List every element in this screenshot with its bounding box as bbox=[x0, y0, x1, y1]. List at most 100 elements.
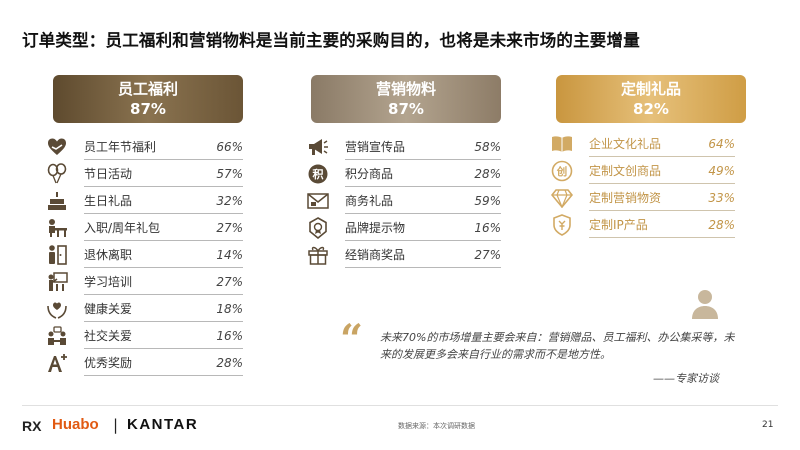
list-item: 学习培训 27% bbox=[44, 268, 243, 295]
header-custom-gifts: 定制礼品 82% bbox=[556, 75, 746, 123]
expert-avatar-icon bbox=[690, 288, 720, 320]
item-value: 33% bbox=[708, 190, 735, 205]
divider bbox=[84, 294, 243, 295]
expert-quote: “ 未来70%的市场增量主要会来自：营销赠品、员工福利、办公集采等，未来的发展更… bbox=[340, 316, 735, 386]
diamond-icon bbox=[549, 187, 575, 209]
item-value: 27% bbox=[216, 274, 243, 289]
item-value: 49% bbox=[708, 163, 735, 178]
divider bbox=[345, 159, 501, 160]
kantar-logo: KANTAR bbox=[127, 416, 199, 433]
megaphone-icon bbox=[305, 136, 331, 158]
page-title: 订单类型：员工福利和营销物料是当前主要的采购目的，也将是未来市场的主要增量 bbox=[22, 31, 640, 50]
item-value: 18% bbox=[216, 301, 243, 316]
item-label: 生日礼品 bbox=[84, 194, 133, 208]
list-item: 经销商奖品 27% bbox=[305, 241, 501, 268]
list-item: 入职/周年礼包 27% bbox=[44, 214, 243, 241]
custom-gifts-list: 企业文化礼品 64% 创 定制文创商品 49% 定制营销物资 33% 定制IP产… bbox=[549, 130, 735, 238]
divider bbox=[589, 183, 735, 184]
item-label: 定制文创商品 bbox=[589, 164, 662, 178]
divider bbox=[84, 375, 243, 376]
training-board-icon bbox=[44, 271, 70, 293]
item-label: 学习培训 bbox=[84, 275, 133, 289]
list-item: 优秀奖励 28% bbox=[44, 349, 243, 376]
svg-text:积: 积 bbox=[313, 167, 324, 181]
item-label: 优秀奖励 bbox=[84, 356, 133, 370]
points-badge-icon: 积 bbox=[305, 163, 331, 185]
huabo-logo: Huabo bbox=[52, 416, 99, 433]
item-label: 健康关爱 bbox=[84, 302, 133, 316]
list-item: 营销宣传品 58% bbox=[305, 133, 501, 160]
list-item: 品牌提示物 16% bbox=[305, 214, 501, 241]
logo-separator: | bbox=[113, 416, 119, 434]
divider bbox=[84, 348, 243, 349]
list-item: 员工年节福利 66% bbox=[44, 133, 243, 160]
header-percent: 87% bbox=[388, 100, 424, 118]
social-chat-icon bbox=[44, 325, 70, 347]
quote-mark-icon: “ bbox=[340, 316, 364, 363]
list-item: 定制营销物资 33% bbox=[549, 184, 735, 211]
list-item: 节日活动 57% bbox=[44, 160, 243, 187]
divider bbox=[345, 213, 501, 214]
shield-ip-icon bbox=[549, 213, 575, 236]
item-label: 积分商品 bbox=[345, 167, 394, 181]
brand-badge-icon bbox=[305, 216, 331, 239]
list-item: 创 定制文创商品 49% bbox=[549, 157, 735, 184]
item-value: 66% bbox=[216, 139, 243, 154]
item-label: 退休离职 bbox=[84, 248, 133, 262]
employee-benefits-list: 员工年节福利 66% 节日活动 57% 生日礼品 32% 入职/周年礼包 27%… bbox=[44, 133, 243, 376]
divider bbox=[84, 267, 243, 268]
a-plus-icon bbox=[44, 352, 70, 374]
creative-badge-icon: 创 bbox=[549, 160, 575, 182]
header-marketing-materials: 营销物料 87% bbox=[311, 75, 501, 123]
list-item: 生日礼品 32% bbox=[44, 187, 243, 214]
item-label: 定制IP产品 bbox=[589, 218, 648, 232]
svg-text:创: 创 bbox=[556, 165, 568, 178]
item-label: 节日活动 bbox=[84, 167, 133, 181]
divider bbox=[84, 240, 243, 241]
divider bbox=[84, 159, 243, 160]
list-item: 商务礼品 59% bbox=[305, 187, 501, 214]
divider bbox=[84, 213, 243, 214]
item-value: 28% bbox=[474, 166, 501, 181]
item-value: 27% bbox=[216, 220, 243, 235]
person-exit-icon bbox=[44, 244, 70, 266]
quote-source: ——专家访谈 bbox=[653, 372, 719, 385]
page-number: 21 bbox=[762, 420, 774, 430]
item-value: 16% bbox=[216, 328, 243, 343]
header-employee-benefits: 员工福利 87% bbox=[53, 75, 243, 123]
header-percent: 82% bbox=[633, 100, 669, 118]
divider bbox=[589, 210, 735, 211]
list-item: 积 积分商品 28% bbox=[305, 160, 501, 187]
item-value: 16% bbox=[474, 220, 501, 235]
item-value: 57% bbox=[216, 166, 243, 181]
divider bbox=[589, 237, 735, 238]
divider bbox=[345, 240, 501, 241]
footer-divider bbox=[22, 405, 778, 406]
item-label: 社交关爱 bbox=[84, 329, 133, 343]
item-label: 品牌提示物 bbox=[345, 221, 406, 235]
rx-logo: RX bbox=[22, 418, 42, 434]
list-item: 社交关爱 16% bbox=[44, 322, 243, 349]
open-book-icon bbox=[549, 133, 575, 155]
item-label: 营销宣传品 bbox=[345, 140, 406, 154]
header-percent: 87% bbox=[130, 100, 166, 118]
item-value: 14% bbox=[216, 247, 243, 262]
divider bbox=[84, 321, 243, 322]
item-label: 员工年节福利 bbox=[84, 140, 157, 154]
care-hands-icon bbox=[44, 298, 70, 320]
heart-hand-icon bbox=[44, 136, 70, 158]
list-item: 企业文化礼品 64% bbox=[549, 130, 735, 157]
header-name: 营销物料 bbox=[375, 80, 436, 98]
item-value: 27% bbox=[474, 247, 501, 262]
item-label: 商务礼品 bbox=[345, 194, 394, 208]
item-value: 28% bbox=[216, 355, 243, 370]
birthday-cake-icon bbox=[44, 190, 70, 212]
divider bbox=[589, 156, 735, 157]
item-value: 59% bbox=[474, 193, 501, 208]
list-item: 退休离职 14% bbox=[44, 241, 243, 268]
item-label: 企业文化礼品 bbox=[589, 137, 662, 151]
marketing-materials-list: 营销宣传品 58% 积 积分商品 28% 商务礼品 59% 品牌提示物 16% … bbox=[305, 133, 501, 268]
data-source: 数据来源：本次调研数据 bbox=[398, 422, 475, 430]
desk-person-icon bbox=[44, 217, 70, 239]
item-value: 28% bbox=[708, 217, 735, 232]
